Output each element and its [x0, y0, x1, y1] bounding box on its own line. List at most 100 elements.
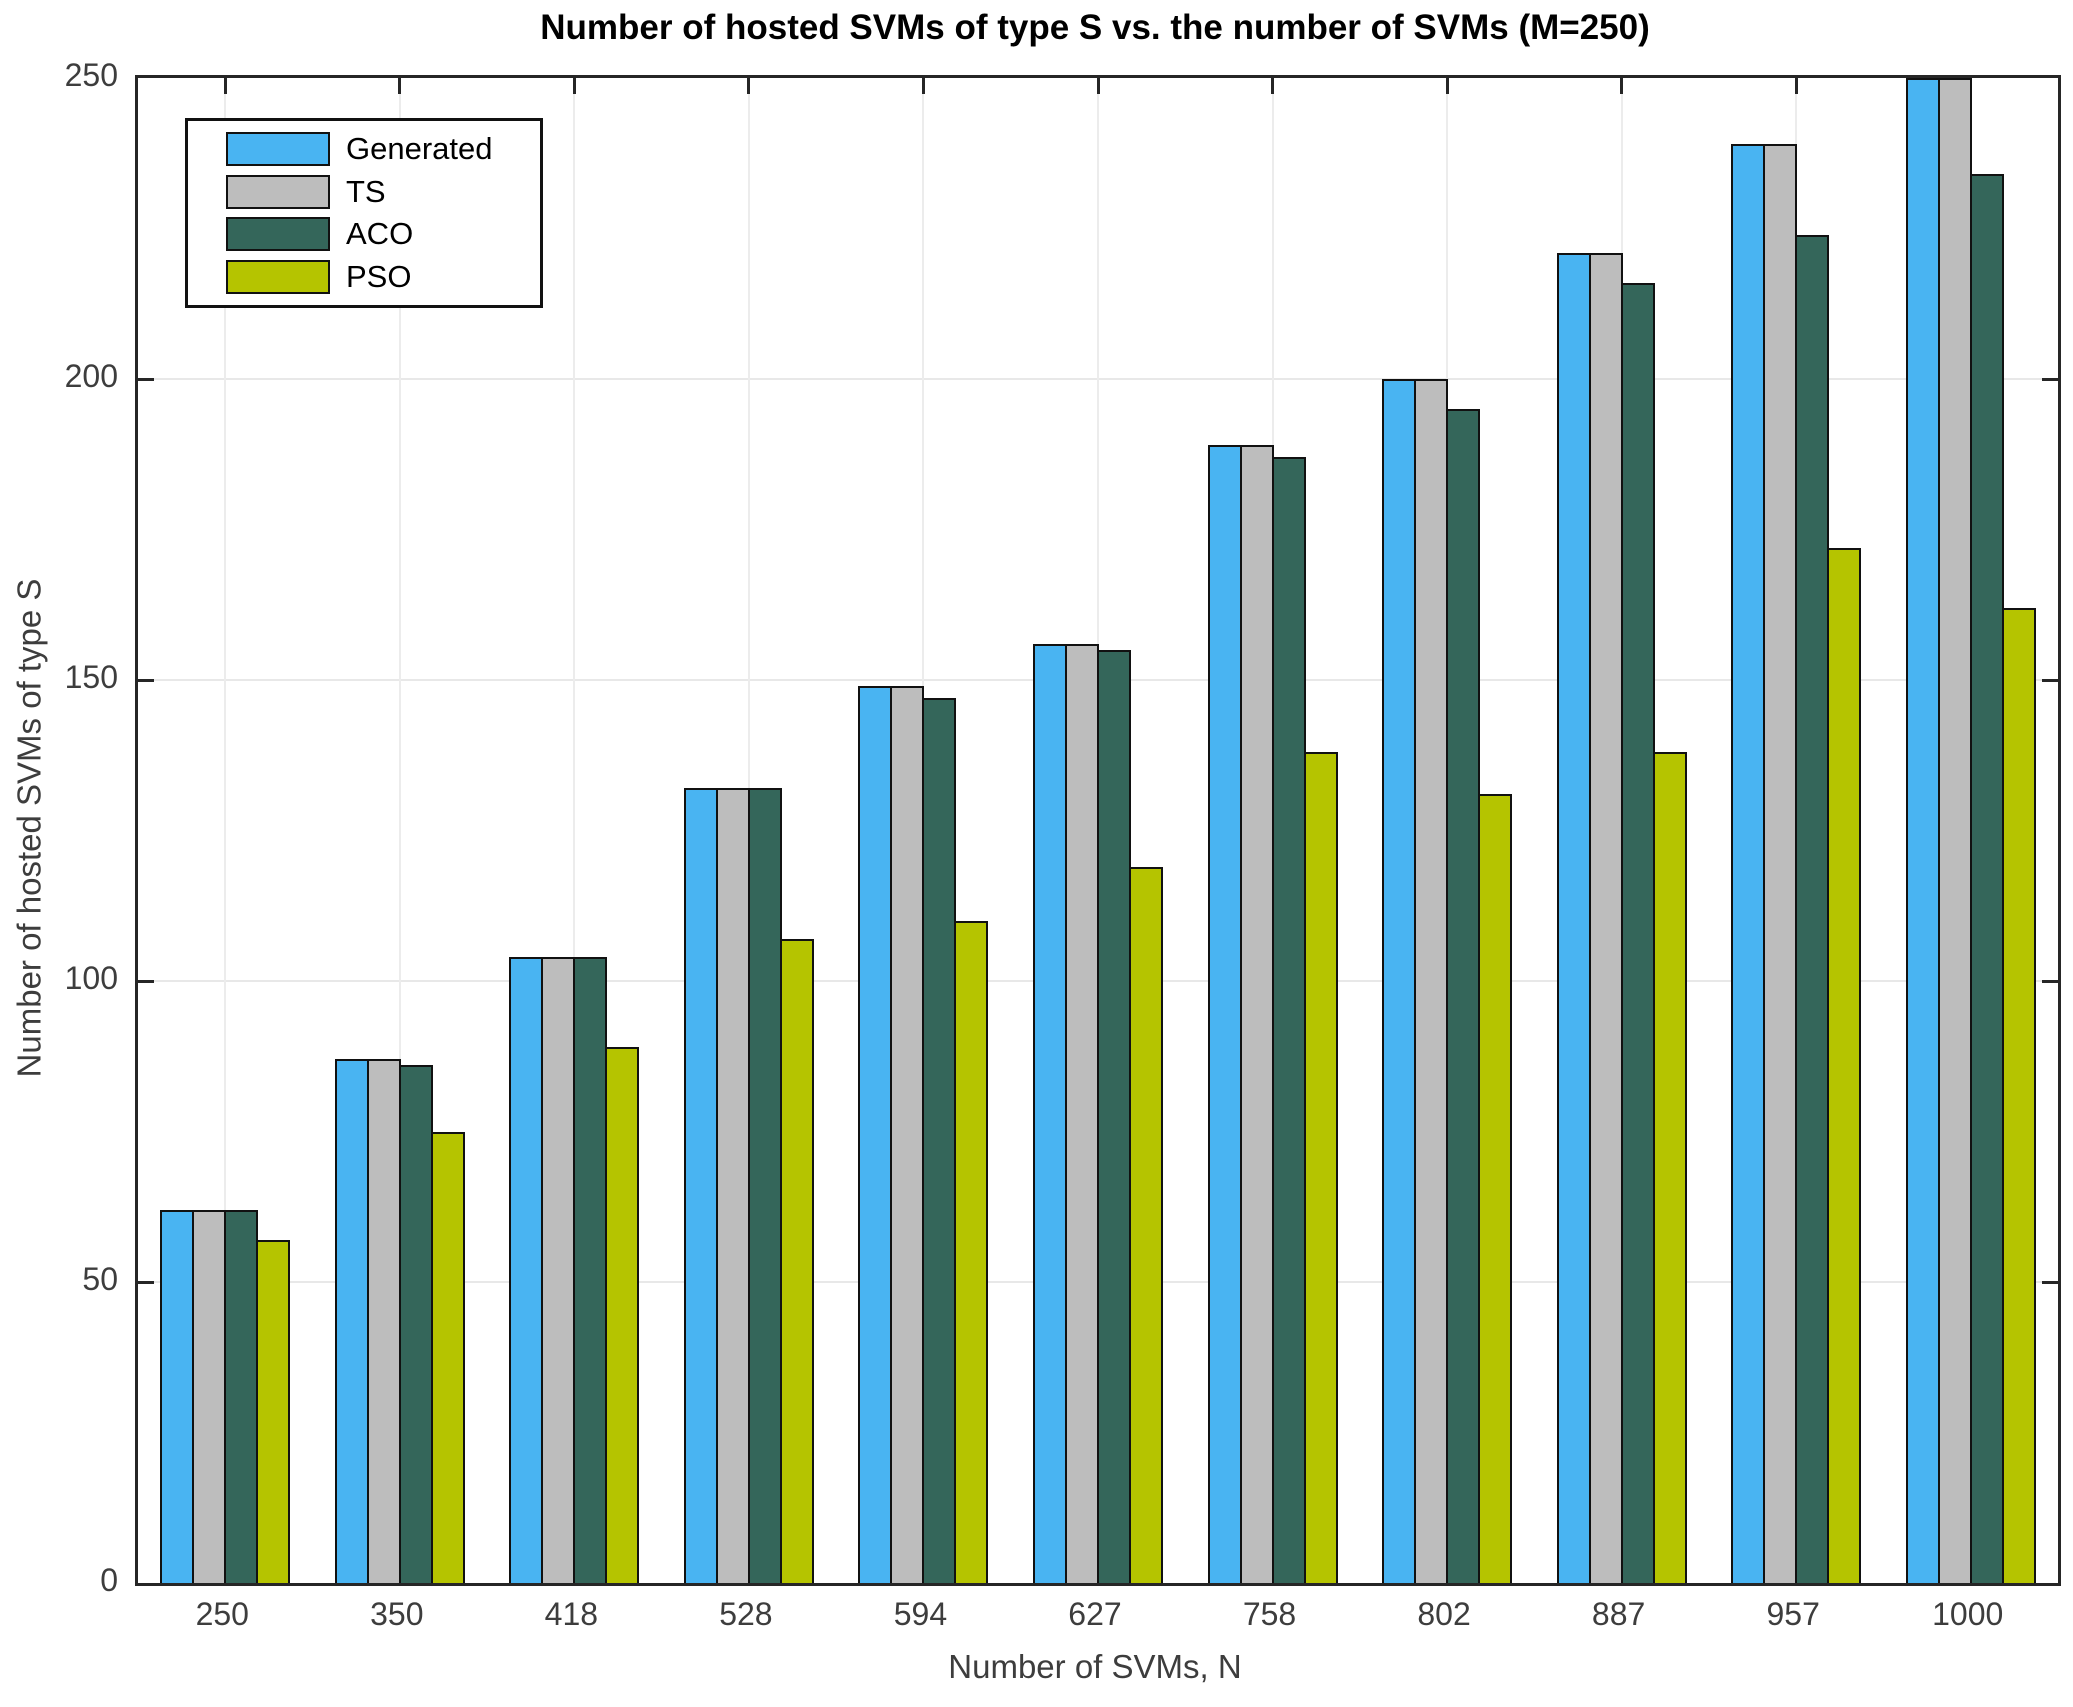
bar-generated-802 [1382, 379, 1417, 1583]
x-tick-label-250: 250 [195, 1596, 249, 1632]
bar-cluster-250 [160, 1209, 291, 1583]
x-tick-mark-top-627 [1096, 78, 1100, 94]
y-tick-mark-left-50 [138, 1281, 154, 1284]
bar-generated-627 [1033, 643, 1067, 1583]
x-tick-mark-top-350 [398, 78, 402, 94]
bar-cluster-418 [509, 956, 640, 1583]
y-axis-label-wrap: Number of hosted SVMs of type S [0, 75, 58, 1580]
bar-pso-887 [1652, 752, 1687, 1583]
bar-ts-418 [541, 956, 576, 1583]
x-tick-label-1000: 1000 [1932, 1596, 2004, 1632]
x-tick-label-887: 887 [1591, 1596, 1646, 1632]
bar-generated-418 [509, 956, 544, 1583]
y-tick-label-200: 200 [64, 358, 118, 394]
bar-ts-350 [366, 1059, 401, 1583]
bar-pso-350 [430, 1131, 465, 1583]
x-tick-label-594: 594 [893, 1596, 948, 1632]
bar-pso-250 [256, 1239, 291, 1583]
bar-cluster-758 [1207, 445, 1338, 1583]
legend-swatch-pso [226, 259, 330, 294]
legend-label-ts: TS [346, 173, 386, 209]
y-tick-mark-left-150 [138, 679, 154, 682]
bar-aco-627 [1097, 649, 1131, 1583]
bar-ts-627 [1065, 643, 1099, 1583]
y-tick-mark-left-100 [138, 980, 154, 983]
bar-pso-418 [605, 1047, 640, 1583]
y-tick-label-50: 50 [82, 1261, 118, 1297]
x-tick-mark-top-250 [223, 78, 227, 94]
x-tick-mark-top-957 [1794, 78, 1798, 94]
bar-ts-528 [715, 788, 750, 1583]
bar-aco-594 [922, 698, 957, 1583]
legend: Generated TS ACO PSO [185, 118, 543, 308]
bar-aco-250 [224, 1209, 259, 1583]
gridline-v-350 [398, 78, 401, 1583]
y-tick-label-250: 250 [64, 57, 118, 93]
x-tick-label-758: 758 [1242, 1596, 1297, 1632]
bar-cluster-887 [1556, 252, 1687, 1583]
chart-title: Number of hosted SVMs of type S vs. the … [540, 8, 1650, 47]
bar-generated-957 [1731, 144, 1766, 1583]
gridline-v-418 [573, 78, 576, 1583]
x-tick-mark-top-418 [572, 78, 576, 94]
y-tick-mark-right-150 [2042, 679, 2058, 682]
x-tick-mark-top-758 [1271, 78, 1275, 94]
bar-generated-1000 [1905, 78, 1940, 1583]
legend-item-generated: Generated [188, 131, 540, 167]
bar-aco-528 [747, 788, 782, 1583]
y-axis-label: Number of hosted SVMs of type S [10, 578, 47, 1077]
legend-label-aco: ACO [346, 216, 414, 252]
bar-aco-1000 [1969, 174, 2004, 1583]
y-tick-mark-left-200 [138, 378, 154, 381]
plot-area [135, 75, 2061, 1586]
y-tick-mark-right-200 [2042, 378, 2058, 381]
x-axis-label: Number of SVMs, N [948, 1648, 1242, 1685]
x-tick-mark-top-528 [747, 78, 751, 94]
bar-cluster-350 [334, 1059, 465, 1583]
x-tick-label-627: 627 [1068, 1596, 1122, 1632]
y-tick-mark-right-100 [2042, 980, 2058, 983]
bar-aco-887 [1620, 282, 1655, 1583]
bar-pso-528 [779, 938, 814, 1583]
bar-generated-887 [1556, 252, 1591, 1583]
bar-cluster-528 [683, 788, 814, 1583]
bar-aco-802 [1446, 409, 1481, 1583]
y-tick-label-100: 100 [64, 960, 118, 996]
bar-generated-350 [334, 1059, 369, 1583]
bar-aco-418 [573, 956, 608, 1583]
bar-ts-250 [192, 1209, 227, 1583]
bar-cluster-802 [1382, 379, 1513, 1583]
bar-ts-1000 [1937, 78, 1972, 1583]
bar-pso-957 [1827, 547, 1862, 1583]
bar-pso-1000 [2001, 607, 2036, 1583]
bar-pso-627 [1129, 866, 1163, 1583]
bar-pso-802 [1478, 794, 1513, 1583]
legend-item-ts: TS [188, 174, 540, 210]
legend-label-pso: PSO [346, 258, 412, 294]
bar-ts-758 [1239, 445, 1274, 1583]
x-tick-mark-top-802 [1445, 78, 1449, 94]
x-tick-label-528: 528 [719, 1596, 773, 1632]
bar-generated-250 [160, 1209, 195, 1583]
gridline-v-250 [224, 78, 227, 1583]
bar-pso-758 [1303, 752, 1338, 1583]
legend-item-aco: ACO [188, 216, 540, 252]
bar-pso-594 [954, 920, 989, 1583]
x-tick-label-418: 418 [544, 1596, 599, 1632]
y-tick-label-0: 0 [100, 1562, 118, 1598]
bar-aco-957 [1795, 234, 1830, 1583]
x-tick-mark-top-594 [921, 78, 925, 94]
legend-swatch-aco [226, 217, 330, 252]
bar-aco-758 [1271, 457, 1306, 1583]
legend-item-pso: PSO [188, 259, 540, 295]
x-tick-label-957: 957 [1766, 1596, 1820, 1632]
x-tick-label-350: 350 [370, 1596, 424, 1632]
bar-cluster-594 [858, 686, 989, 1583]
bar-generated-594 [858, 686, 893, 1583]
y-tick-label-150: 150 [64, 659, 118, 695]
bar-ts-802 [1414, 379, 1449, 1583]
bar-generated-758 [1207, 445, 1242, 1583]
bar-cluster-1000 [1905, 78, 2036, 1583]
legend-swatch-ts [226, 174, 330, 209]
